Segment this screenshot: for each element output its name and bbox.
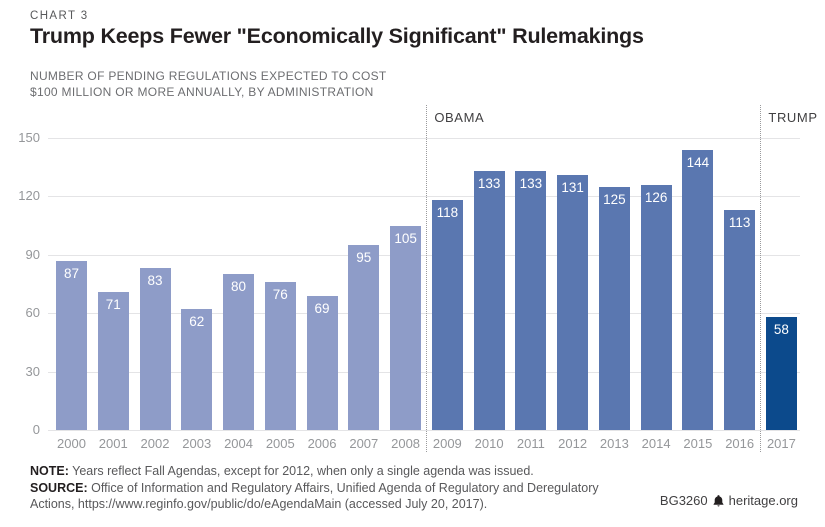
page-title: Trump Keeps Fewer "Economically Signific… [30, 24, 644, 48]
bar-value-2012: 131 [561, 179, 584, 195]
source-label: SOURCE: [30, 480, 88, 495]
obama-label: OBAMA [434, 110, 485, 125]
bar-2010 [473, 171, 505, 430]
x-axis-label-2003: 2003 [182, 436, 212, 451]
bar-value-2010: 133 [477, 176, 501, 192]
bar-2008 [390, 225, 422, 430]
gridline-120 [48, 196, 800, 198]
bar-2002 [139, 268, 171, 430]
x-axis-label-2014: 2014 [641, 436, 671, 451]
gridline-30 [48, 371, 800, 373]
y-axis-tick-90: 90 [25, 246, 40, 262]
x-axis-label-2017: 2017 [766, 436, 796, 451]
trump-label: TRUMP [768, 110, 818, 125]
bar-value-2005: 76 [272, 287, 288, 303]
note-text: Years reflect Fall Agendas, except for 2… [72, 464, 534, 478]
bar-2007 [348, 245, 380, 430]
bar-value-2017: 58 [773, 322, 789, 338]
x-axis-label-2011: 2011 [516, 436, 545, 451]
y-axis-tick-0: 0 [32, 422, 40, 437]
gridline-0 [48, 430, 800, 431]
trump-divider [760, 105, 762, 452]
bar-value-2011: 133 [519, 176, 543, 192]
x-axis-label-2012: 2012 [558, 436, 588, 451]
bar-value-2013: 125 [603, 191, 626, 207]
bar-2000 [56, 260, 87, 430]
bar-value-2008: 105 [394, 230, 417, 246]
bar-value-2000: 87 [63, 265, 80, 281]
bar-2006 [306, 295, 338, 430]
x-axis-label-2008: 2008 [391, 436, 421, 451]
bar-2013 [598, 186, 630, 430]
x-axis-label-2015: 2015 [683, 436, 713, 451]
brand-footer: BG3260 heritage.org [660, 493, 798, 508]
bar-value-2006: 69 [314, 300, 330, 316]
bar-value-2004: 80 [231, 279, 247, 295]
x-axis-label-2013: 2013 [599, 436, 629, 451]
note-label: NOTE: [30, 464, 69, 478]
bar-2009 [431, 200, 463, 430]
bar-2014 [640, 184, 672, 430]
site-name: heritage.org [728, 493, 798, 508]
bar-value-2009: 118 [436, 205, 459, 221]
bar-value-2015: 144 [686, 154, 710, 170]
gridline-90 [48, 254, 800, 256]
y-axis-tick-60: 60 [25, 305, 40, 321]
bar-2011 [515, 171, 547, 430]
doc-id: BG3260 [659, 493, 708, 508]
chart-subtitle-line1: NUMBER OF PENDING REGULATIONS EXPECTED T… [30, 69, 387, 83]
y-axis-tick-120: 120 [18, 188, 40, 204]
bar-2016 [724, 210, 756, 430]
y-axis-tick-30: 30 [25, 363, 40, 379]
source-text: Office of Information and Regulatory Aff… [30, 480, 599, 512]
bar-2003 [181, 309, 213, 430]
bar-value-2016: 113 [728, 215, 751, 231]
bar-value-2001: 71 [105, 296, 121, 312]
x-axis-label-2007: 2007 [349, 436, 379, 451]
bar-2017 [765, 317, 797, 430]
note-line: NOTE: Years reflect Fall Agendas, except… [30, 463, 602, 480]
gridline-60 [48, 313, 800, 315]
bar-2012 [557, 174, 589, 430]
heritage-bell-icon [712, 494, 725, 507]
x-axis-label-2002: 2002 [140, 436, 170, 451]
bar-value-2003: 62 [189, 314, 205, 330]
obama-divider [426, 105, 428, 452]
footnotes: NOTE: Years reflect Fall Agendas, except… [30, 463, 602, 513]
bar-value-2002: 83 [147, 273, 163, 289]
y-axis-tick-150: 150 [18, 130, 40, 145]
x-axis-label-2005: 2005 [265, 436, 295, 451]
bar-2015 [682, 149, 714, 430]
chart-subtitle-line2: $100 MILLION OR MORE ANNUALLY, BY ADMINI… [30, 85, 374, 99]
x-axis-label-2009: 2009 [432, 436, 462, 451]
x-axis-label-2006: 2006 [307, 436, 337, 451]
bar-2004 [223, 274, 255, 430]
chart-subtitle: NUMBER OF PENDING REGULATIONS EXPECTED T… [30, 68, 387, 100]
gridline-150 [48, 138, 800, 139]
x-axis-label-2000: 2000 [57, 436, 86, 451]
bar-2001 [97, 291, 129, 430]
bar-2005 [264, 282, 296, 430]
x-axis-label-2004: 2004 [224, 436, 253, 451]
chart-number-label: CHART 3 [30, 10, 89, 22]
x-axis-label-2010: 2010 [474, 436, 504, 451]
x-axis-label-2016: 2016 [725, 436, 755, 451]
x-axis-label-2001: 2001 [98, 436, 128, 451]
bar-value-2007: 95 [356, 250, 372, 266]
bar-value-2014: 126 [644, 189, 668, 205]
source-line: SOURCE: Office of Information and Regula… [30, 480, 602, 513]
